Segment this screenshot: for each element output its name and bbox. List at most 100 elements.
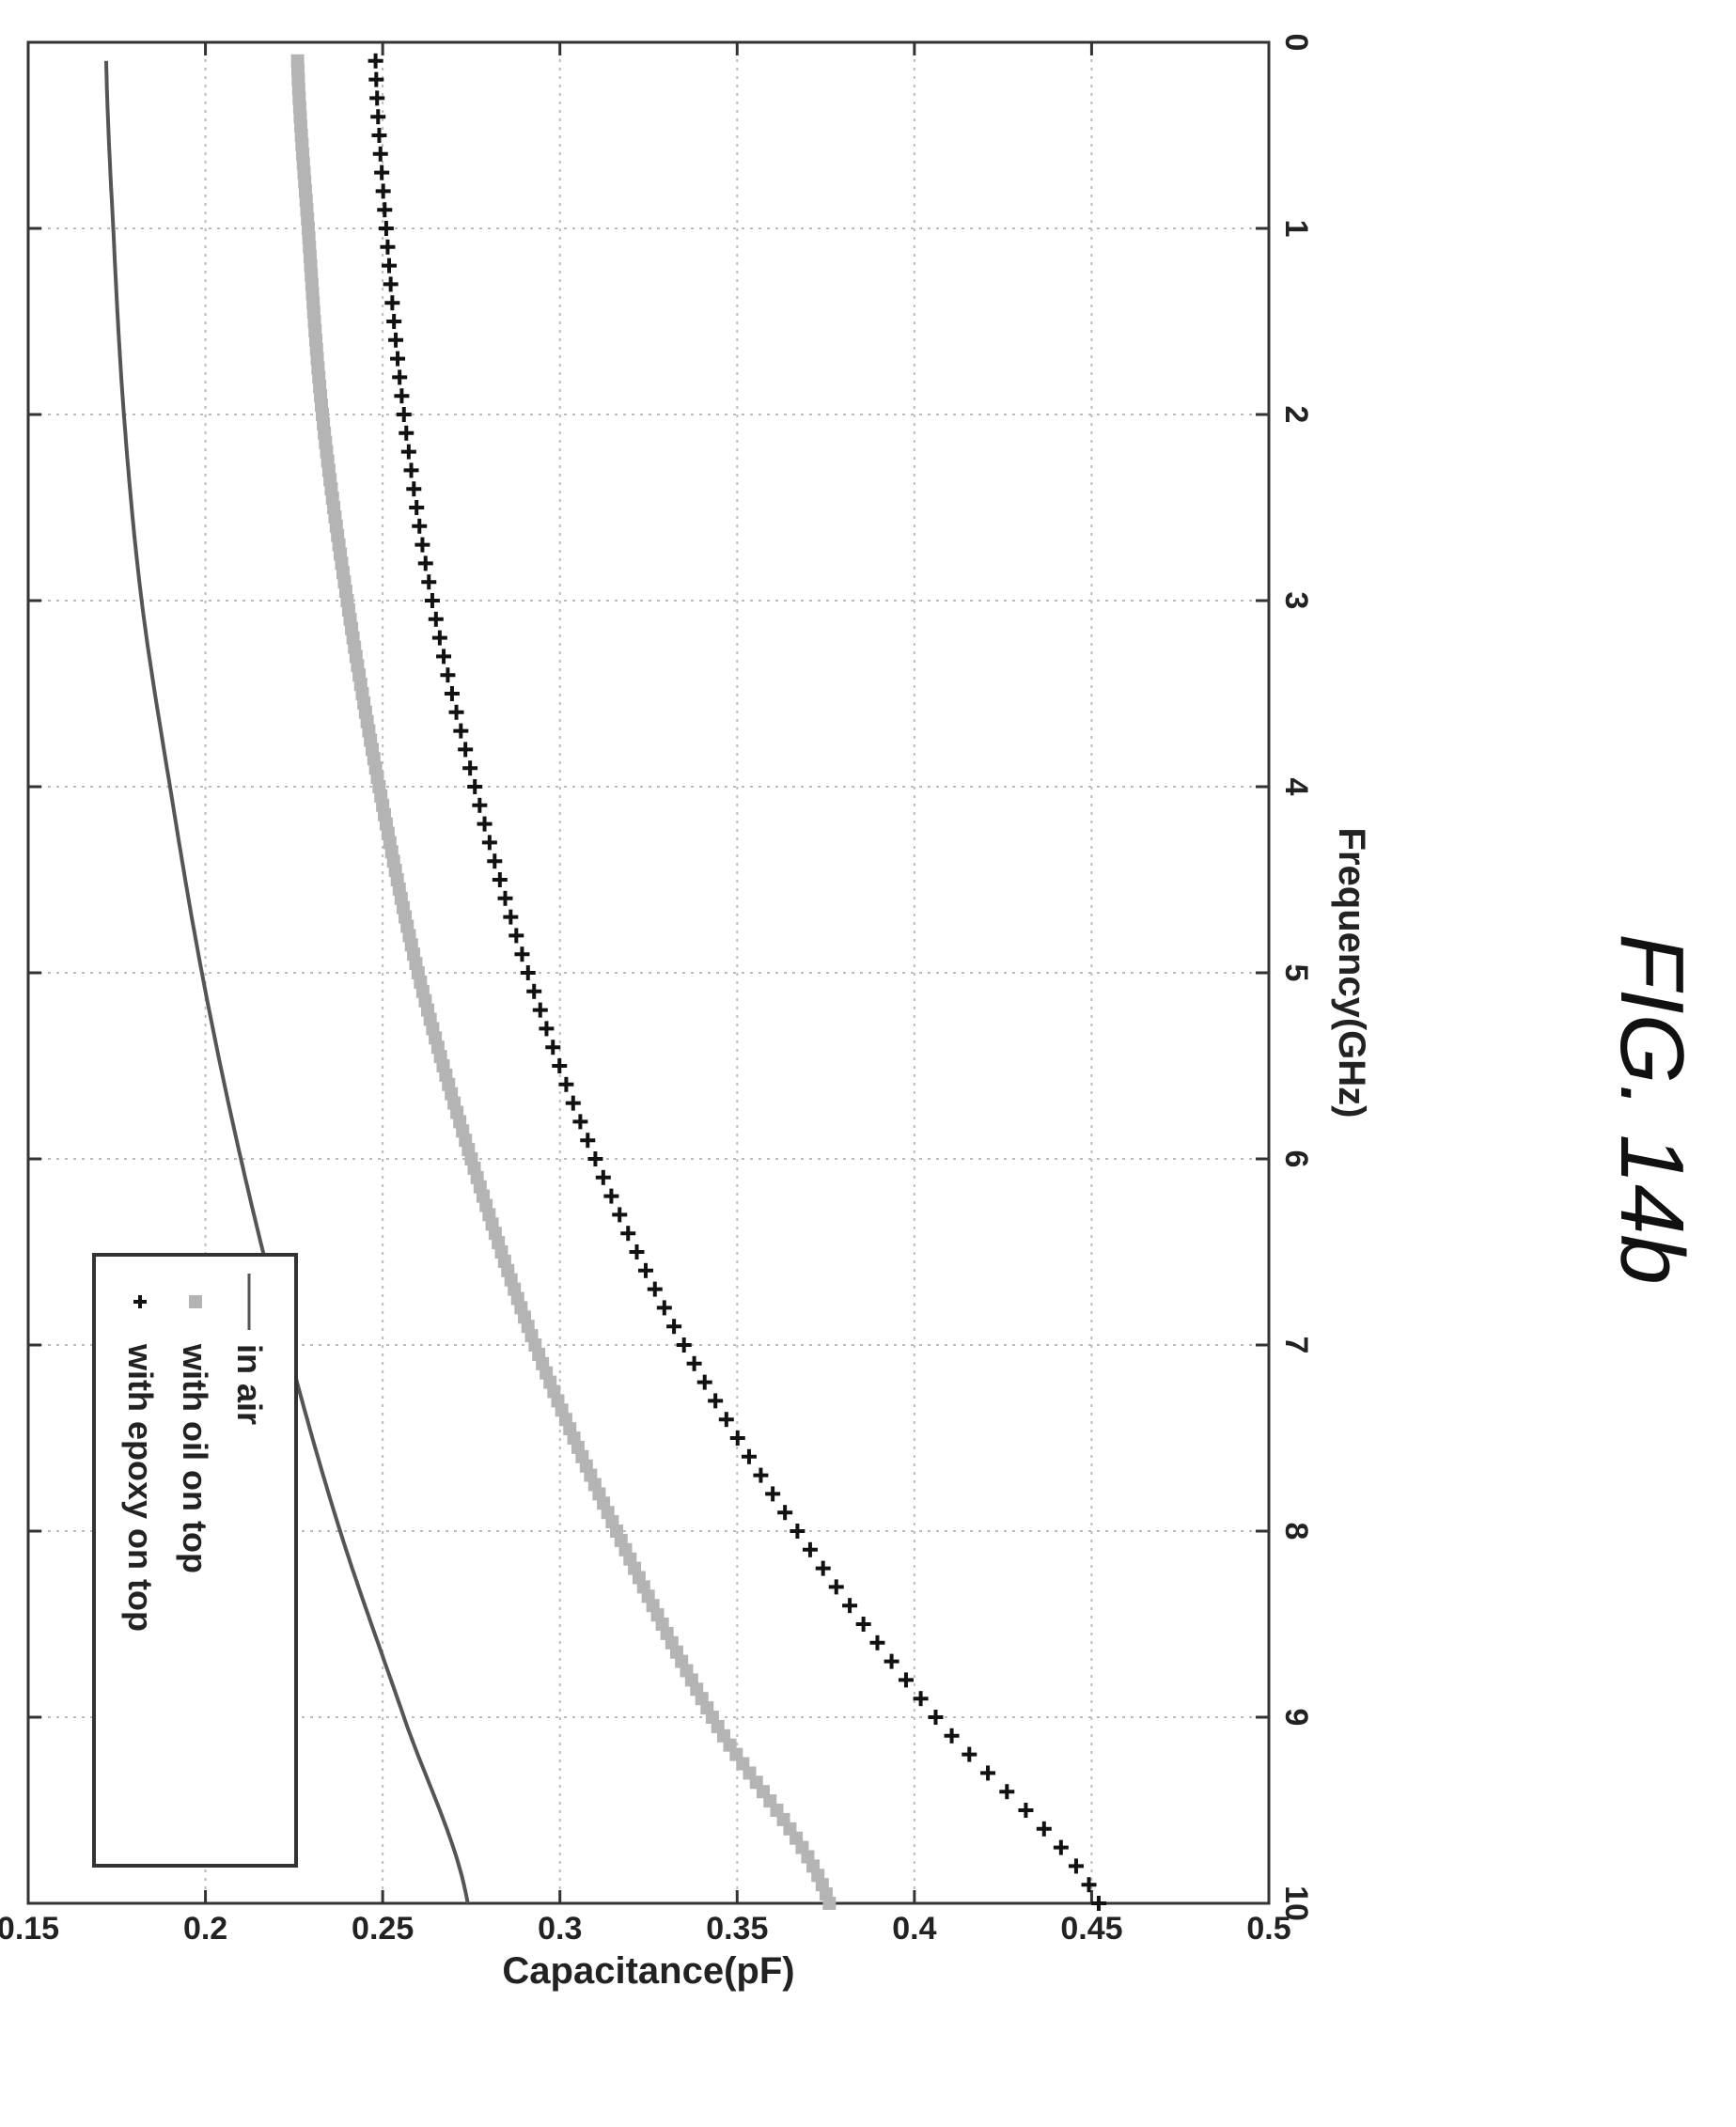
- data-point-epoxy: [1081, 1877, 1097, 1893]
- data-point-epoxy: [386, 314, 402, 329]
- y-axis-label: Capacitance(pF): [502, 1950, 794, 1992]
- data-point-epoxy: [428, 611, 444, 627]
- data-point-epoxy: [400, 444, 416, 460]
- data-point-epoxy: [431, 630, 447, 646]
- x-tick-label: 3: [1278, 592, 1314, 610]
- data-point-epoxy: [369, 90, 385, 106]
- data-point-epoxy: [898, 1672, 914, 1688]
- data-point-epoxy: [399, 425, 414, 441]
- data-point-epoxy: [372, 146, 388, 162]
- series-oil-on-top: [290, 54, 837, 1910]
- data-point-epoxy: [436, 649, 452, 665]
- x-tick-label: 9: [1278, 1709, 1314, 1727]
- data-point-epoxy: [944, 1728, 960, 1744]
- series-epoxy-on-top: [368, 53, 1106, 1911]
- data-point-epoxy: [980, 1765, 996, 1781]
- data-point-epoxy: [375, 183, 391, 199]
- data-point-epoxy: [383, 276, 399, 292]
- data-point-epoxy: [815, 1560, 831, 1576]
- data-point-epoxy: [1068, 1858, 1084, 1874]
- legend-label-oil: with oil on top: [176, 1343, 214, 1573]
- series-line-in-air: [104, 60, 470, 1904]
- data-point-epoxy: [828, 1579, 844, 1595]
- data-point-epoxy: [371, 128, 387, 143]
- data-point-epoxy: [1036, 1821, 1052, 1837]
- data-point-epoxy: [696, 1374, 712, 1390]
- legend-box: [92, 1253, 298, 1868]
- data-point-epoxy: [765, 1486, 781, 1502]
- data-point-epoxy: [417, 555, 433, 571]
- legend: in air with oil on top with epoxy on top: [92, 1253, 298, 1868]
- data-point-epoxy: [565, 1095, 581, 1111]
- data-point-epoxy: [448, 704, 464, 720]
- ticks: [26, 40, 1271, 1905]
- data-point-epoxy: [453, 723, 469, 739]
- data-point-epoxy: [686, 1355, 702, 1371]
- series-in-air: [104, 60, 470, 1904]
- data-point-epoxy: [629, 1244, 645, 1259]
- data-point-epoxy: [999, 1784, 1015, 1800]
- x-tick-label: 10: [1278, 1885, 1314, 1921]
- x-tick-label: 6: [1278, 1150, 1314, 1168]
- data-point-epoxy: [552, 1058, 568, 1073]
- x-tick-label: 5: [1278, 964, 1314, 982]
- data-point-epoxy: [962, 1746, 977, 1762]
- data-point-epoxy: [558, 1076, 574, 1092]
- data-point-epoxy: [378, 221, 394, 236]
- data-point-epoxy: [708, 1393, 724, 1409]
- y-tick-label: 0.3: [538, 1911, 582, 1947]
- y-tick-label: 0.4: [892, 1911, 936, 1947]
- data-point-epoxy: [396, 407, 412, 422]
- data-point-epoxy: [729, 1431, 745, 1446]
- y-tick-labels: 0.15 0.2 0.25 0.3 0.35 0.4 0.45 0.5: [0, 1911, 1291, 1947]
- data-point-epoxy: [440, 667, 456, 683]
- data-point-oil: [822, 1897, 837, 1910]
- data-point-epoxy: [390, 351, 406, 367]
- data-point-epoxy: [869, 1634, 885, 1650]
- data-point-epoxy: [656, 1300, 672, 1316]
- x-tick-label: 4: [1278, 778, 1314, 796]
- data-point-epoxy: [467, 779, 483, 794]
- data-point-epoxy: [595, 1169, 611, 1185]
- data-point-epoxy: [492, 872, 508, 887]
- data-point-epoxy: [377, 202, 393, 218]
- data-point-epoxy: [855, 1617, 871, 1632]
- x-axis-label: Frequency(GHz): [1331, 828, 1372, 1118]
- data-point-epoxy: [1090, 1896, 1106, 1911]
- x-tick-label: 7: [1278, 1337, 1314, 1354]
- data-point-epoxy: [741, 1448, 757, 1464]
- data-point-epoxy: [374, 164, 390, 180]
- data-point-epoxy: [638, 1262, 654, 1278]
- data-point-epoxy: [572, 1114, 588, 1130]
- y-tick-label: 0.25: [352, 1911, 414, 1947]
- data-point-epoxy: [603, 1188, 619, 1204]
- data-point-epoxy: [394, 388, 410, 404]
- data-point-epoxy: [520, 965, 536, 980]
- data-point-epoxy: [421, 574, 437, 590]
- y-tick-label: 0.35: [706, 1911, 768, 1947]
- y-tick-label: 0.5: [1246, 1911, 1290, 1947]
- data-point-epoxy: [409, 500, 425, 515]
- x-tick-label: 0: [1278, 34, 1314, 52]
- data-point-epoxy: [444, 686, 460, 701]
- data-point-epoxy: [503, 909, 519, 925]
- data-point-epoxy: [1018, 1803, 1034, 1818]
- data-point-epoxy: [802, 1541, 818, 1557]
- data-point-epoxy: [462, 760, 478, 776]
- y-tick-label: 0.15: [0, 1911, 59, 1947]
- x-tick-label: 1: [1278, 220, 1314, 238]
- figure-caption: FIG. 14b: [1602, 933, 1702, 1285]
- data-point-epoxy: [412, 518, 428, 534]
- data-point-epoxy: [620, 1226, 636, 1242]
- data-point-epoxy: [587, 1151, 603, 1166]
- data-point-epoxy: [676, 1337, 692, 1353]
- data-point-epoxy: [472, 797, 488, 813]
- data-point-epoxy: [790, 1524, 805, 1539]
- data-point-epoxy: [487, 853, 503, 869]
- data-point-epoxy: [580, 1133, 596, 1149]
- data-point-epoxy: [539, 1021, 555, 1037]
- data-point-epoxy: [842, 1598, 858, 1614]
- data-point-epoxy: [368, 53, 383, 69]
